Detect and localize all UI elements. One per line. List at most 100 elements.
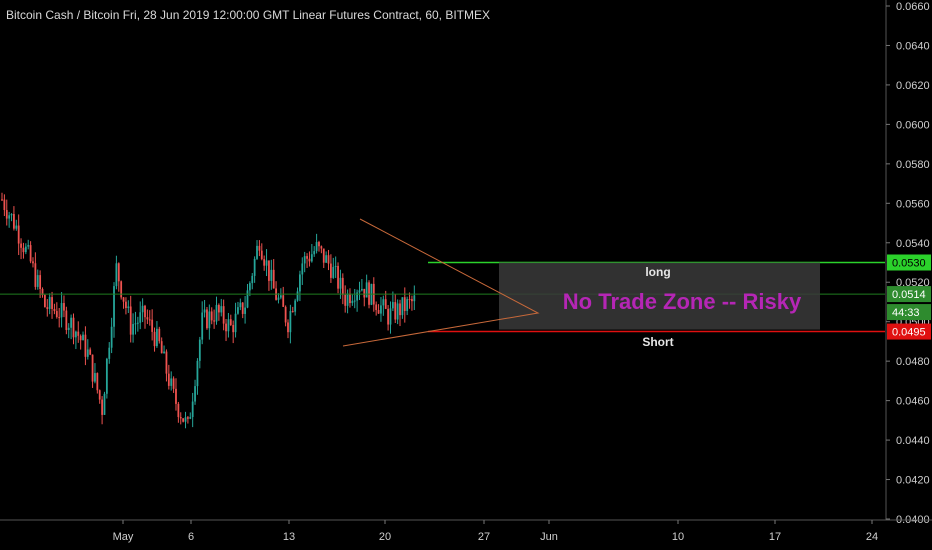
countdown-tag-bg [887, 304, 931, 321]
candle-body [86, 349, 89, 357]
candle-body [384, 299, 387, 309]
price-tick-label: 0.0600 [896, 119, 930, 131]
candle-body [196, 360, 199, 387]
candle-body [141, 305, 144, 313]
candle-body [144, 305, 146, 318]
candle-body [389, 308, 392, 325]
candle-body [129, 306, 132, 335]
price-tick-label: 0.0660 [896, 1, 930, 13]
candle-body [36, 275, 39, 287]
candlestick-series [1, 192, 416, 429]
candle-body [270, 269, 273, 281]
price-tick-label: 0.0580 [896, 159, 930, 171]
candle-body [251, 275, 254, 284]
countdown-tag: 44:33 [892, 307, 920, 319]
candle-body [277, 297, 280, 300]
price-tick-label: 0.0480 [896, 356, 930, 368]
candle-body [44, 295, 46, 308]
candle-body [349, 293, 351, 304]
candle-body [396, 303, 399, 320]
candle-body [260, 250, 263, 260]
candle-body [82, 334, 84, 341]
price-tick-label: 0.0620 [896, 80, 930, 92]
candle-body [408, 299, 411, 301]
candle-body [253, 258, 256, 276]
time-tick-label: 20 [379, 531, 391, 543]
candle-body [110, 326, 113, 348]
candle-body [351, 300, 354, 304]
candle-body [363, 288, 366, 298]
candle-body [177, 403, 180, 418]
candle-body [244, 307, 246, 314]
candle-body [294, 300, 297, 312]
candle-body [20, 243, 22, 248]
candle-body [175, 388, 177, 404]
time-tick-label: 27 [478, 531, 490, 543]
candle-body [172, 378, 175, 389]
candle-body [303, 256, 306, 264]
long-price-tag-bg [887, 254, 931, 271]
candle-body [229, 319, 232, 326]
candle-body [318, 242, 320, 247]
candle-body [360, 288, 363, 291]
candle-body [210, 311, 213, 321]
candle-body [215, 304, 218, 322]
candle-body [332, 266, 335, 278]
candle-body [265, 260, 268, 266]
candle-body [344, 294, 347, 306]
candle-body [108, 347, 111, 359]
price-tick-label: 0.0560 [896, 198, 930, 210]
candle-body [206, 309, 208, 329]
candle-body [394, 302, 397, 320]
candle-body [387, 308, 389, 325]
candle-body [10, 214, 13, 216]
candle-body [403, 297, 406, 311]
candle-body [27, 245, 30, 247]
candle-body [220, 306, 223, 313]
candle-body [84, 334, 87, 357]
candle-body [165, 351, 168, 374]
price-tick-label: 0.0460 [896, 396, 930, 408]
candle-body [103, 393, 106, 415]
candle-body [225, 323, 227, 332]
candle-body [79, 335, 82, 341]
price-axis: 0.0660 0.0640 0.0620 0.0600 0.0580 0.0560 0.05… [885, 0, 931, 526]
time-axis: May 6 13 20 27 Jun 10 17 24 [0, 519, 932, 543]
candle-body [284, 306, 287, 323]
candle-body [117, 263, 120, 282]
candle-body [1, 199, 3, 201]
candle-body [401, 297, 404, 316]
long-price-tag: 0.0530 [892, 258, 926, 270]
candle-body [241, 302, 244, 314]
candle-body [101, 399, 103, 415]
candle-body [234, 313, 237, 333]
candle-body [32, 261, 34, 264]
candle-body [48, 297, 51, 309]
candle-body [91, 354, 94, 382]
candle-body [313, 251, 316, 255]
candle-body [127, 306, 130, 308]
candle-body [182, 418, 185, 422]
candle-body [330, 263, 332, 278]
candle-body [120, 281, 123, 298]
candle-body [194, 386, 196, 402]
candle-body [58, 317, 61, 319]
candle-body [334, 265, 337, 267]
candle-body [158, 328, 161, 342]
candle-body [315, 242, 318, 252]
candle-body [65, 310, 68, 331]
candle-body [167, 373, 170, 386]
candle-body [391, 302, 394, 309]
candle-body [382, 299, 385, 306]
candle-body [308, 258, 311, 262]
candle-body [339, 277, 342, 289]
candle-body [39, 275, 42, 290]
candle-body [268, 260, 270, 281]
candle-body [322, 248, 325, 263]
candle-body [22, 247, 25, 253]
long-label: long [645, 265, 670, 279]
candle-body [184, 417, 187, 422]
candle-body [217, 304, 220, 313]
candle-body [51, 297, 53, 309]
